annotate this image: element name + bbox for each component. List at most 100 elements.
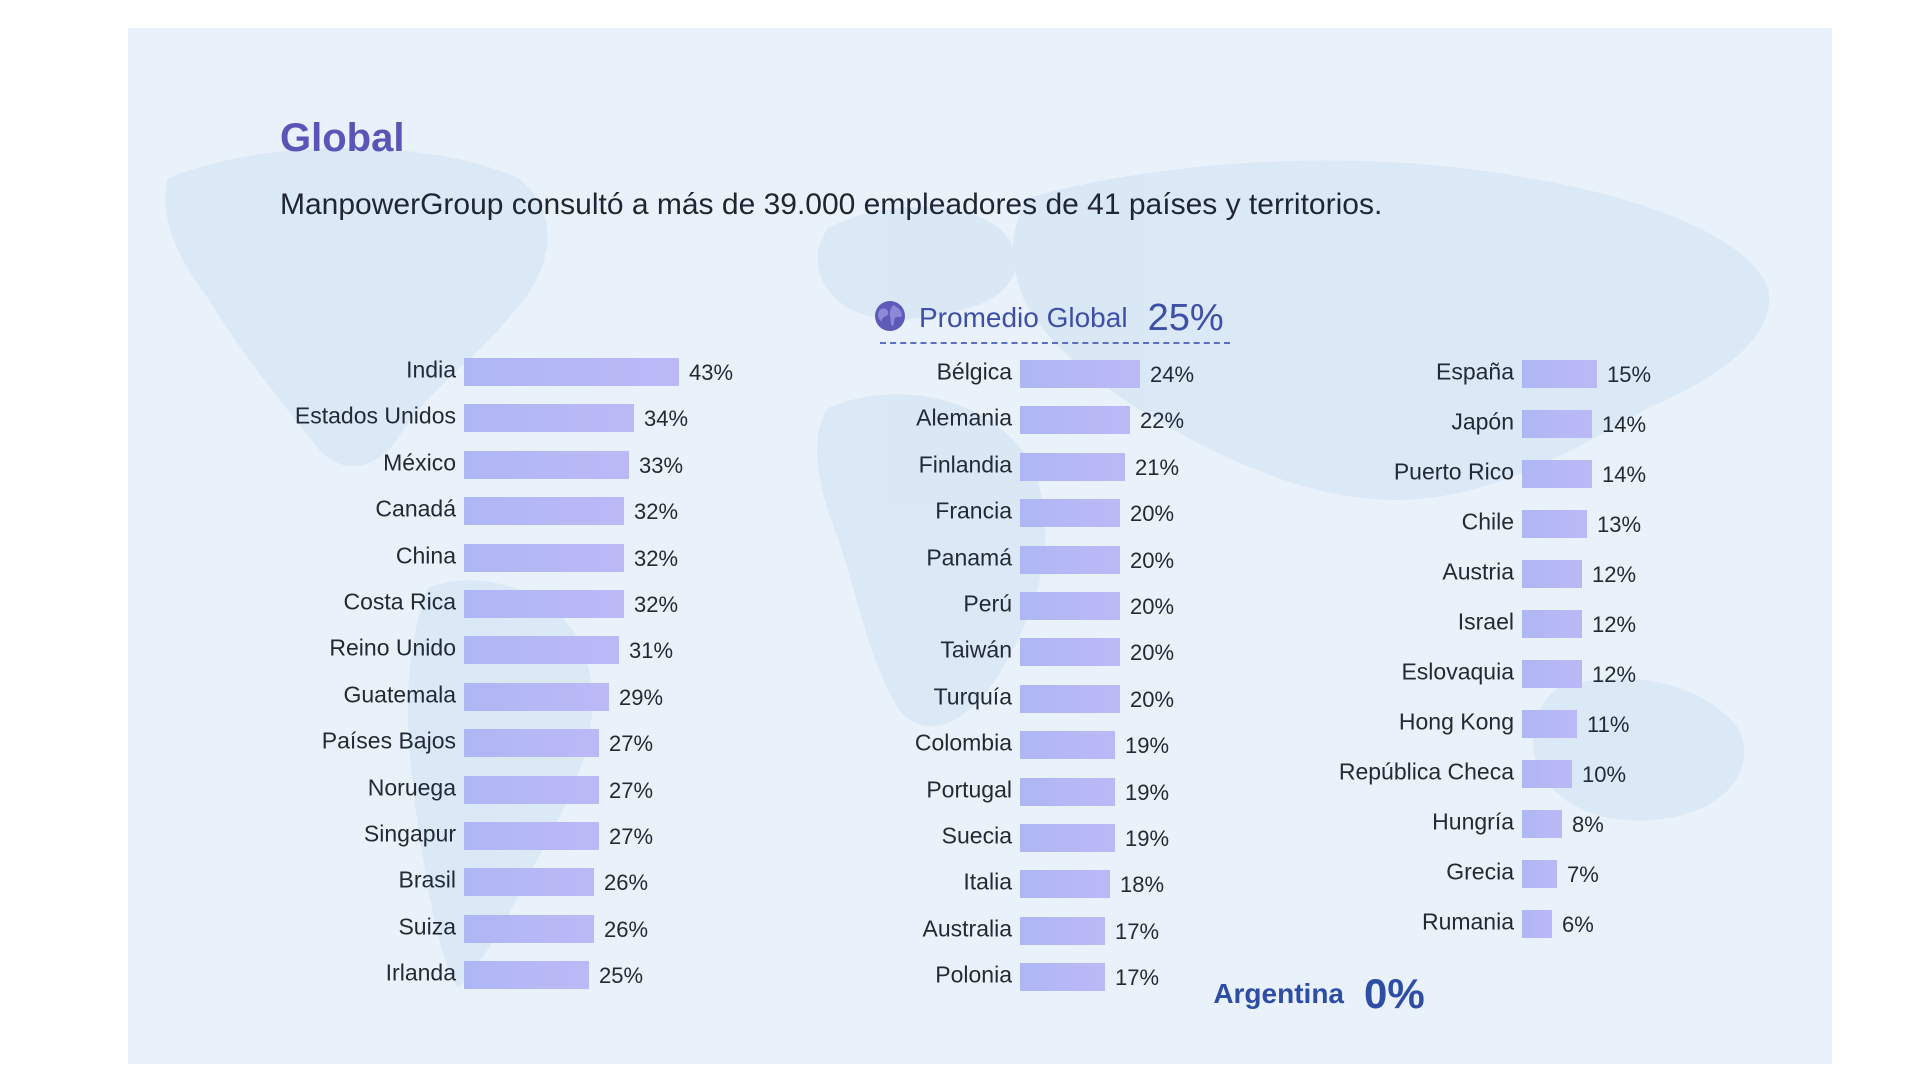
bar (464, 822, 599, 850)
country-label: Reino Unido (329, 634, 456, 661)
value-label: 21% (1135, 454, 1180, 480)
value-label: 12% (1592, 612, 1637, 637)
bar (1020, 684, 1120, 713)
country-label: Puerto Rico (1393, 458, 1514, 485)
value-label: 32% (634, 499, 679, 525)
country-label: Noruega (367, 774, 456, 801)
bar (464, 636, 619, 665)
bar (464, 358, 679, 386)
country-label: Colombia (914, 729, 1012, 756)
value-label: 18% (1120, 872, 1165, 898)
value-label: 25% (599, 963, 644, 989)
country-label: Rumania (1421, 908, 1514, 935)
value-label: 17% (1115, 918, 1160, 944)
country-label: España (1435, 358, 1514, 385)
country-label: Hong Kong (1398, 708, 1514, 735)
value-label: 19% (1125, 779, 1170, 805)
highlight-country-value: 0% (1364, 970, 1425, 1017)
country-label: Perú (963, 590, 1012, 617)
survey-panel: Global ManpowerGroup consultó a más de 3… (128, 28, 1832, 1064)
bar (464, 729, 599, 758)
value-label: 14% (1602, 412, 1647, 437)
bar (1522, 360, 1597, 388)
bar (1020, 406, 1130, 435)
bar (1020, 870, 1110, 899)
bar (1522, 910, 1552, 938)
bar (1020, 545, 1120, 574)
global-average: Promedio Global 25% (873, 293, 1224, 343)
highlight-country-label: Argentina (1213, 978, 1344, 1009)
country-label: Brasil (398, 866, 456, 893)
country-label: Estados Unidos (294, 402, 456, 429)
bar (1020, 963, 1105, 992)
value-label: 14% (1602, 462, 1647, 487)
country-label: Canadá (375, 495, 456, 522)
country-label: Francia (935, 497, 1012, 524)
global-average-value: 25% (1147, 296, 1224, 339)
value-label: 26% (604, 916, 649, 942)
value-label: 27% (609, 731, 654, 757)
value-label: 12% (1592, 662, 1637, 687)
bar (464, 497, 624, 526)
value-label: 17% (1115, 965, 1160, 991)
bar (464, 961, 589, 990)
country-label: Austria (1442, 558, 1514, 585)
value-label: 24% (1150, 362, 1195, 387)
country-label: Grecia (1446, 858, 1514, 885)
value-label: 15% (1607, 362, 1652, 387)
bar (1522, 510, 1587, 538)
bar (1522, 660, 1582, 688)
bar (1020, 731, 1115, 760)
country-label: Australia (922, 915, 1012, 942)
bar (464, 775, 599, 804)
value-label: 31% (629, 638, 674, 664)
bar (1020, 360, 1140, 388)
bar (1020, 592, 1120, 620)
country-label: Alemania (916, 404, 1012, 431)
bar (1522, 710, 1577, 738)
value-label: 6% (1562, 912, 1594, 937)
bar (1020, 916, 1105, 945)
country-label: Costa Rica (343, 588, 456, 615)
value-label: 43% (689, 360, 734, 385)
country-label: Portugal (926, 776, 1012, 803)
country-label: Suiza (398, 913, 456, 940)
value-label: 33% (639, 452, 684, 478)
bar (1522, 610, 1582, 638)
country-label: Japón (1451, 408, 1514, 435)
bar (1020, 499, 1120, 528)
country-label: India (406, 356, 456, 383)
bar (1522, 810, 1562, 838)
page-title: Global (280, 116, 405, 160)
bar (1020, 638, 1120, 667)
value-label: 26% (604, 870, 649, 896)
global-average-label: Promedio Global (919, 302, 1128, 333)
country-label: Singapur (363, 820, 456, 847)
value-label: 20% (1130, 640, 1175, 666)
country-label: República Checa (1338, 758, 1514, 785)
country-label: China (395, 542, 456, 569)
bar (1020, 777, 1115, 806)
globe-icon (873, 299, 907, 338)
country-label: Bélgica (936, 358, 1012, 385)
bar (1522, 410, 1592, 438)
country-label: México (383, 449, 456, 476)
value-label: 22% (1140, 408, 1185, 434)
bar (464, 868, 594, 897)
page-subtitle: ManpowerGroup consultó a más de 39.000 e… (280, 188, 1383, 221)
value-label: 20% (1130, 547, 1175, 573)
value-label: 20% (1130, 686, 1175, 712)
bar (464, 404, 634, 433)
value-label: 20% (1130, 594, 1175, 619)
country-label: Eslovaquia (1401, 658, 1514, 685)
country-label: Finlandia (918, 451, 1012, 478)
country-label: Turquía (933, 683, 1012, 710)
country-label: Taiwán (940, 636, 1012, 663)
country-label: Guatemala (343, 681, 456, 708)
value-label: 19% (1125, 826, 1170, 851)
value-label: 34% (644, 406, 689, 432)
bar (1522, 760, 1572, 788)
value-label: 32% (634, 545, 679, 571)
value-label: 29% (619, 684, 664, 710)
value-label: 11% (1587, 712, 1630, 737)
